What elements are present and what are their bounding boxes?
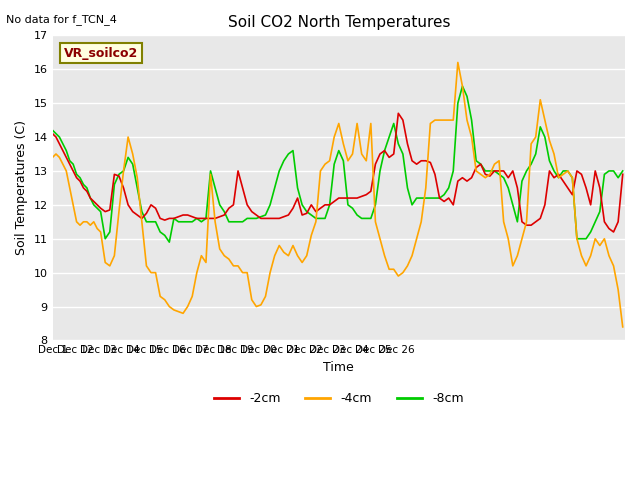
Legend: -2cm, -4cm, -8cm: -2cm, -4cm, -8cm	[209, 387, 468, 410]
X-axis label: Time: Time	[323, 361, 354, 374]
Title: Soil CO2 North Temperatures: Soil CO2 North Temperatures	[228, 15, 450, 30]
Text: No data for f_TCN_4: No data for f_TCN_4	[6, 14, 117, 25]
Y-axis label: Soil Temperatures (C): Soil Temperatures (C)	[15, 120, 28, 255]
Text: VR_soilco2: VR_soilco2	[64, 47, 138, 60]
